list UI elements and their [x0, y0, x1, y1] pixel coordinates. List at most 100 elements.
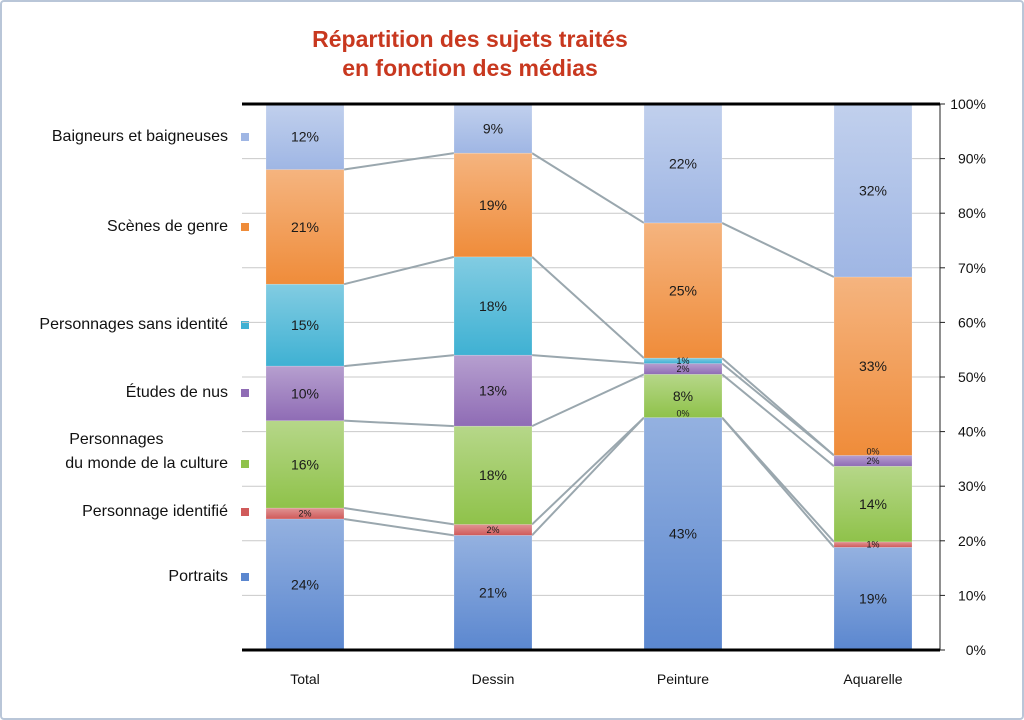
legend-label-line: Personnages [69, 431, 164, 449]
legend-swatch [241, 321, 249, 330]
legend-label-line: du monde de la culture [65, 455, 228, 473]
legend-swatch [241, 573, 249, 581]
data-label: 10% [291, 385, 319, 401]
series-connector [343, 419, 455, 428]
series-connector [531, 373, 645, 428]
bar-segment [265, 169, 345, 285]
bar-segment [453, 256, 533, 356]
category-label: Peinture [657, 671, 709, 687]
category-label: Dessin [472, 671, 515, 687]
data-label: 2% [298, 509, 311, 519]
chart-title: Répartition des sujets traités en foncti… [260, 25, 680, 83]
bar-segment [453, 354, 533, 427]
series-connector [343, 152, 455, 171]
data-label: 21% [479, 585, 507, 601]
data-label: 2% [866, 456, 879, 466]
y-tick-label: 50% [958, 369, 986, 385]
data-label: 1% [866, 540, 879, 550]
data-label: 8% [673, 388, 693, 404]
series-connector [343, 507, 455, 526]
legend-swatch [241, 508, 249, 516]
y-tick-label: 10% [958, 587, 986, 603]
data-label: 18% [479, 467, 507, 483]
legend-label: Personnages du monde de la culture [65, 430, 228, 474]
bar-segment [833, 547, 913, 651]
series-connector [531, 416, 645, 526]
bar-segment [643, 103, 723, 224]
series-connector [721, 357, 835, 457]
legend-label: Personnage identifié [82, 502, 228, 522]
y-tick-label: 0% [966, 642, 986, 658]
axes: 0% 10% 20% 30% 40% 50% 60% 70% 80% 90% 100% Total De… [242, 96, 986, 687]
data-label: 2% [676, 364, 689, 374]
data-label: 21% [291, 219, 319, 235]
bar-segment [265, 507, 345, 520]
legend-swatch [241, 222, 249, 231]
data-label: 9% [483, 120, 503, 136]
chart-title-line-2: en fonction des médias [342, 55, 598, 81]
series-connector [721, 373, 835, 467]
data-label: 0% [676, 409, 689, 419]
y-tick-label: 40% [958, 424, 986, 440]
legend-label-line: Personnages sans identité [39, 316, 228, 334]
bars: 24%21%43%19%2%2%0%1%16%18%8%14%10% 13%2%2… [265, 103, 913, 651]
series-connector-lines [343, 152, 835, 548]
data-label: 19% [479, 197, 507, 213]
series-connector [531, 152, 645, 224]
data-label: 15% [291, 317, 319, 333]
legend-label-line: Personnage identifié [82, 503, 228, 520]
legend-label: Personnages sans identité [39, 315, 228, 335]
legend-swatch [241, 132, 249, 141]
bar-segment [833, 465, 913, 543]
data-label: 24% [291, 576, 319, 592]
y-tick-label: 100% [950, 96, 986, 112]
data-label: 32% [859, 182, 887, 198]
data-label: 0% [866, 446, 879, 456]
bar-segment [453, 425, 533, 525]
data-label: 14% [859, 496, 887, 512]
y-tick-label: 60% [958, 314, 986, 330]
bar-segment [643, 417, 723, 651]
legend-label: Portraits [168, 567, 228, 587]
series-connector [531, 256, 645, 359]
series-connector [721, 416, 835, 543]
bar-segment [453, 535, 533, 651]
series-connector [531, 416, 645, 537]
legend-label: Scènes de genre [107, 217, 228, 237]
data-label: 1% [676, 356, 689, 366]
bar-segment [265, 103, 345, 170]
legend-swatch [241, 389, 249, 398]
y-tick-label: 20% [958, 533, 986, 549]
series-connector [343, 354, 455, 368]
y-tick-label: 90% [958, 151, 986, 167]
series-connector [721, 222, 835, 278]
bar-segment [643, 374, 723, 418]
legend-swatch [241, 460, 249, 469]
bar-segment [265, 283, 345, 367]
y-tick-label: 70% [958, 260, 986, 276]
legend-label-line: Baigneurs et baigneuses [51, 127, 228, 145]
category-label: Aquarelle [843, 671, 902, 687]
data-label: 19% [859, 591, 887, 607]
data-label: 18% [479, 298, 507, 314]
bar-segment [265, 420, 345, 509]
y-tick-label: 80% [958, 205, 986, 221]
series-connector [531, 354, 645, 365]
bar-segment [453, 152, 533, 258]
legend-label-line: Scènes de genre [107, 217, 228, 235]
data-label: 22% [669, 155, 697, 171]
legend-label-line: Portraits [168, 568, 228, 585]
chart-title-line-1: Répartition des sujets traités [312, 26, 628, 52]
bar-segment [265, 365, 345, 421]
data-label: 25% [669, 282, 697, 298]
series-connector [343, 255, 455, 286]
legend-label: Baigneurs et baigneuses [52, 127, 228, 147]
bar-segment [643, 222, 723, 359]
data-label: 43% [669, 526, 697, 542]
bar-segment [833, 276, 913, 456]
data-label: 33% [859, 358, 887, 374]
data-label: 2% [486, 525, 499, 535]
bar-segment [453, 103, 533, 154]
series-connector [343, 517, 455, 537]
